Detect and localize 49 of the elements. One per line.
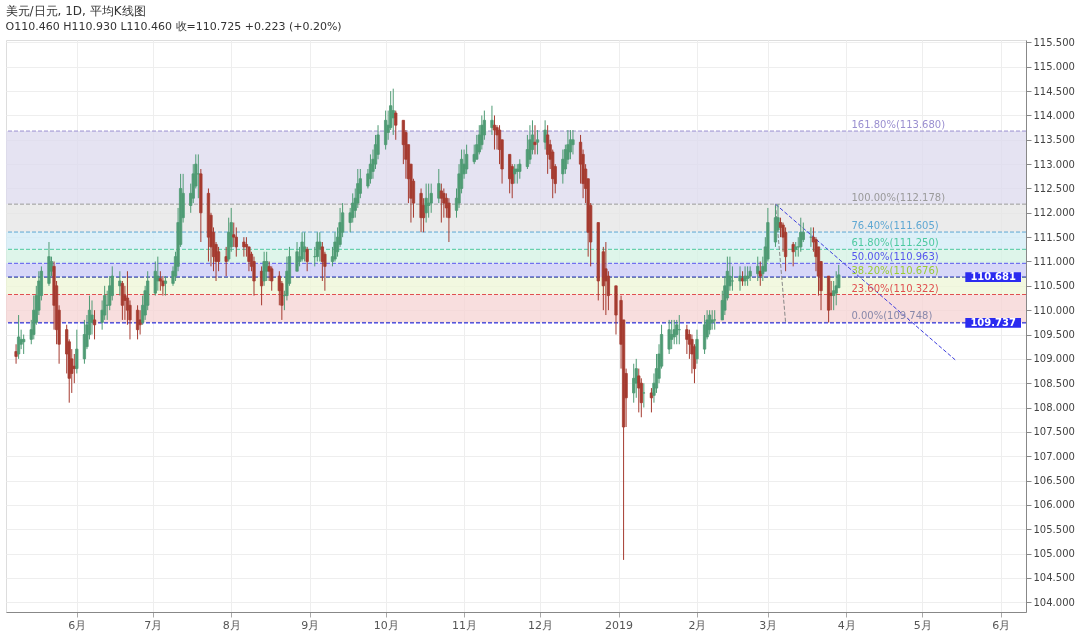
ref-line-label: 109.737 [970,316,1016,328]
y-tick-label: 115.000 [1033,61,1075,73]
annotation: 23.60%(110.322) [851,282,939,294]
y-tick-label: 105.500 [1033,523,1075,535]
x-tick-label: 2019 [605,618,634,632]
y-tick-label: 114.000 [1033,109,1075,121]
y-tick-label: 107.500 [1033,426,1075,438]
y-tick-label: 106.500 [1033,475,1075,487]
y-tick-label: 104.500 [1033,572,1075,584]
annotation: 0.00%(109.748) [851,310,933,322]
x-tick-label: 12月 [528,618,554,632]
x-tick-label: 7月 [144,618,163,632]
y-tick-label: 107.000 [1033,450,1075,462]
y-tick-label: 108.000 [1033,402,1075,414]
y-tick-label: 114.500 [1033,85,1075,97]
x-tick-label: 6月 [992,618,1011,632]
chart-title: 美元/日元, 1D, 平均K线图 [5,4,146,19]
x-tick-label: 11月 [452,618,478,632]
y-tick-label: 115.500 [1033,36,1075,48]
y-tick-label: 109.000 [1033,353,1075,365]
y-tick-label: 113.000 [1033,158,1075,170]
y-tick-label: 104.000 [1033,596,1075,608]
annotation: 161.80%(113.680) [851,119,946,131]
y-tick-label: 112.000 [1033,207,1075,219]
x-tick-label: 6月 [68,618,87,632]
annotation: 76.40%(111.605) [851,220,939,232]
y-tick-label: 108.500 [1033,377,1075,389]
x-tick-label: 10月 [373,618,399,632]
x-tick-label: 2月 [688,618,707,632]
y-tick-label: 111.000 [1033,256,1075,267]
annotation: 100.00%(112.178) [851,192,946,204]
y-tick-label: 111.500 [1033,231,1075,243]
y-tick-label: 113.500 [1033,134,1075,146]
annotation: 38.20%(110.676) [851,265,939,277]
x-tick-label: 8月 [222,618,241,632]
x-tick-label: 4月 [837,618,856,632]
y-tick-label: 109.500 [1033,329,1075,341]
y-tick-label: 110.500 [1033,280,1075,292]
annotation: 50.00%(110.963) [851,251,939,263]
y-tick-label: 105.000 [1033,548,1075,560]
y-tick-label: 112.500 [1033,182,1075,194]
annotation: 61.80%(111.250) [851,237,939,249]
x-tick-label: 5月 [913,618,932,632]
y-tick-label: 110.000 [1033,304,1075,316]
chart-subtitle: O110.460 H110.930 L110.460 收=110.725 +0.223 (+0.20%) [5,20,342,34]
x-tick-label: 3月 [759,618,778,632]
y-tick-label: 106.000 [1033,499,1075,511]
x-tick-label: 9月 [301,618,320,632]
ref-line-label: 110.681 [970,271,1016,283]
